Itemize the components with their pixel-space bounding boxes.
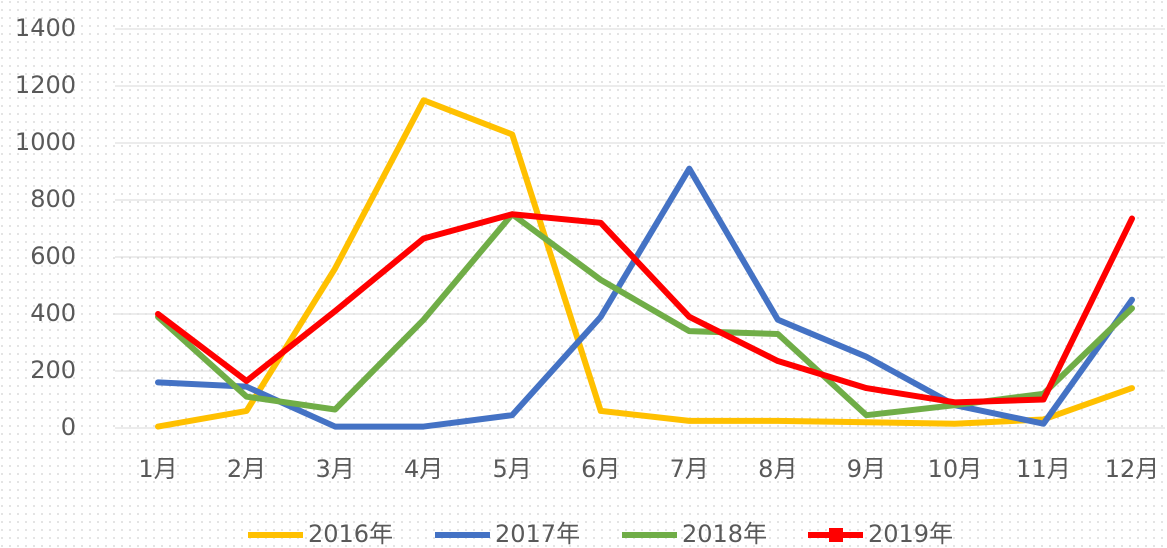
y-tick-label: 1200: [15, 71, 76, 99]
legend-label: 2018年: [682, 520, 767, 548]
y-tick-label: 0: [61, 413, 76, 441]
legend-label: 2019年: [868, 520, 953, 548]
y-tick-label: 200: [30, 356, 76, 384]
x-tick-label: 1月: [138, 455, 177, 483]
x-tick-label: 5月: [493, 455, 532, 483]
x-tick-label: 7月: [670, 455, 709, 483]
x-tick-label: 3月: [315, 455, 354, 483]
line-series: [155, 165, 1135, 430]
y-tick-label: 1400: [15, 14, 76, 42]
x-tick-label: 9月: [847, 455, 886, 483]
legend-label: 2017年: [495, 520, 580, 548]
y-tick-label: 600: [30, 242, 76, 270]
x-tick-label: 12月: [1105, 455, 1160, 483]
y-tick-label: 1000: [15, 128, 76, 156]
x-tick-label: 11月: [1016, 455, 1071, 483]
y-tick-label: 800: [30, 185, 76, 213]
x-tick-label: 8月: [758, 455, 797, 483]
y-tick-label: 400: [30, 299, 76, 327]
line-series: [155, 211, 1135, 406]
x-tick-label: 4月: [404, 455, 443, 483]
x-tick-label: 2月: [227, 455, 266, 483]
legend-marker: [829, 528, 843, 542]
line-series: [155, 97, 1135, 430]
legend-label: 2016年: [308, 520, 393, 548]
x-tick-label: 10月: [928, 455, 983, 483]
x-tick-label: 6月: [581, 455, 620, 483]
